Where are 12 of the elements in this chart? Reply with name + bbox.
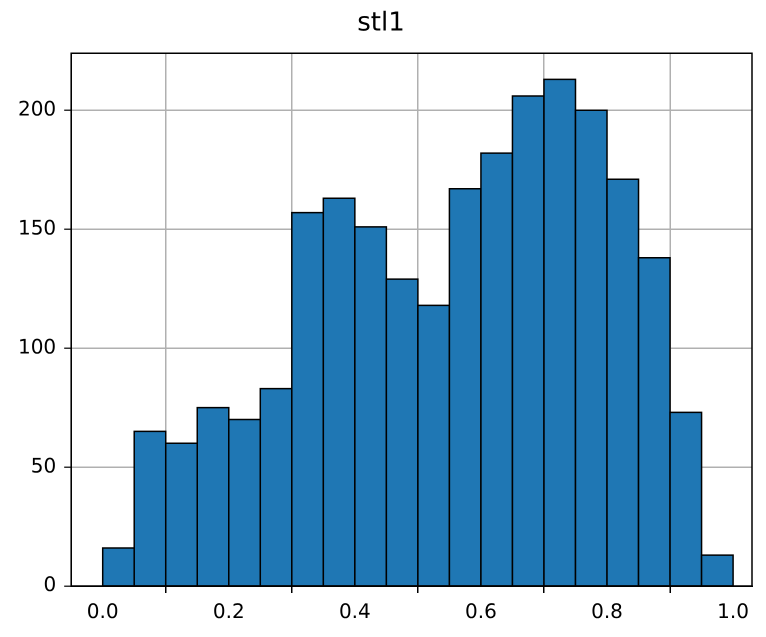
y-tick-label: 100 — [18, 334, 56, 358]
y-tick-label: 200 — [18, 96, 56, 120]
x-tick-label: 0.2 — [212, 599, 245, 624]
x-tick-label: 0.6 — [465, 599, 497, 624]
x-tick-label: 0.0 — [86, 599, 119, 624]
y-tick-label: 150 — [18, 215, 56, 240]
chart-title: stl1 — [357, 7, 405, 38]
x-tick-label: 1.0 — [717, 599, 749, 624]
y-tick-label: 50 — [30, 453, 56, 478]
x-tick-label: 0.8 — [591, 599, 623, 624]
x-tick-label: 0.4 — [338, 599, 371, 624]
y-tick-label: 0 — [43, 572, 56, 596]
